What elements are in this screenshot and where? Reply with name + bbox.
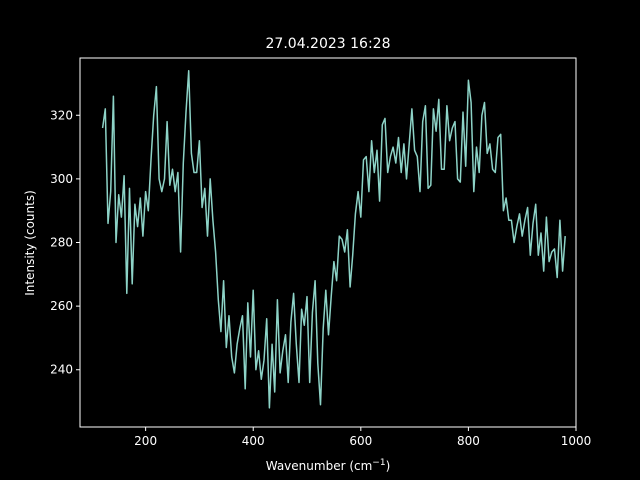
y-tick-label: 260 bbox=[50, 299, 73, 313]
x-tick-label: 400 bbox=[242, 434, 265, 448]
y-tick-label: 320 bbox=[50, 108, 73, 122]
x-tick-label: 600 bbox=[349, 434, 372, 448]
y-tick-label: 240 bbox=[50, 363, 73, 377]
x-axis-label: Wavenumber (cm−1) bbox=[266, 458, 391, 473]
x-tick-label: 800 bbox=[457, 434, 480, 448]
y-axis-label: Intensity (counts) bbox=[23, 190, 37, 296]
y-axis: 240 260 280 300 320 bbox=[50, 108, 80, 377]
series-line bbox=[101, 69, 566, 409]
y-tick-label: 280 bbox=[50, 236, 73, 250]
x-axis: 200 400 600 800 1000 bbox=[134, 427, 591, 448]
x-tick-label: 200 bbox=[134, 434, 157, 448]
chart-title: 27.04.2023 16:28 bbox=[266, 36, 391, 52]
y-tick-label: 300 bbox=[50, 172, 73, 186]
x-tick-label: 1000 bbox=[561, 434, 592, 448]
